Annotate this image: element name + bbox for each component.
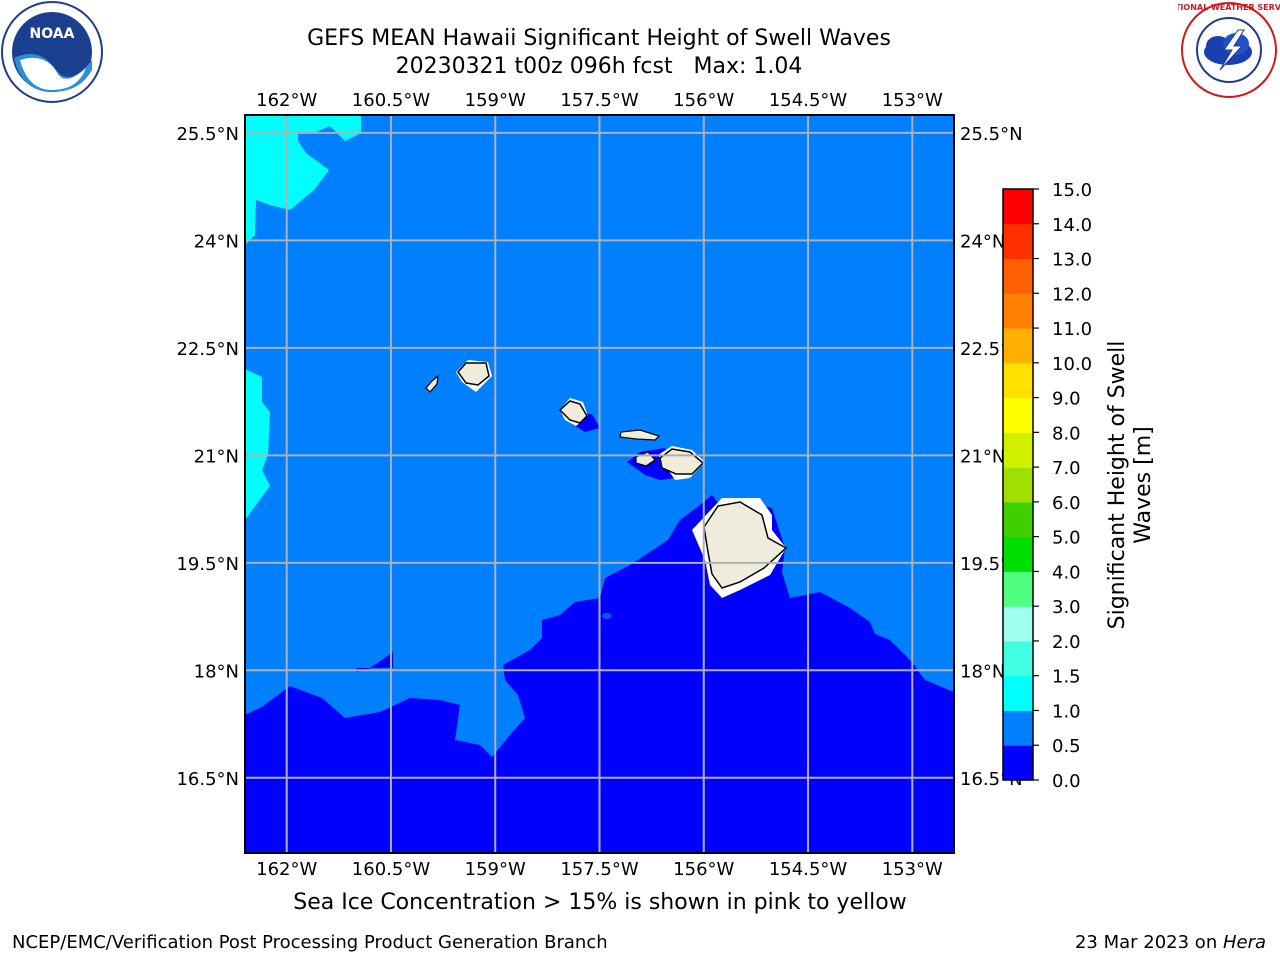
colorbar-segment	[1003, 745, 1033, 781]
colorbar-tick-label: 13.0	[1052, 250, 1092, 271]
colorbar-title-line2: Waves [m]	[1131, 426, 1156, 543]
colorbar-tick-label: 2.0	[1052, 632, 1081, 653]
colorbar-tick-label: 8.0	[1052, 423, 1081, 444]
island-molokai	[619, 429, 661, 441]
colorbar-segment	[1003, 293, 1033, 329]
footer-date-text: 23 Mar 2023 on	[1074, 932, 1223, 953]
chart-title: GEFS MEAN Hawaii Significant Height of S…	[307, 26, 891, 51]
island-kauai	[457, 362, 490, 386]
lon-tick-label-top: 153°W	[882, 90, 943, 111]
lon-tick-label-bottom: 153°W	[882, 859, 943, 880]
colorbar-tick-label: 7.0	[1052, 458, 1081, 479]
colorbar-segment	[1003, 710, 1033, 746]
colorbar-tick-label: 1.5	[1052, 667, 1081, 688]
colorbar-segment	[1003, 675, 1033, 711]
colorbar-segment	[1003, 432, 1033, 468]
colorbar-segment	[1003, 328, 1033, 364]
lon-tick-label-bottom: 156°W	[673, 859, 734, 880]
colorbar-tick-label: 1.0	[1052, 701, 1081, 722]
swell-field-1.0-1.5-north	[245, 115, 361, 245]
footer-host: Hera	[1222, 932, 1266, 953]
colorbar-tick-label: 11.0	[1052, 319, 1092, 340]
noaa-logo: NOAA	[1, 1, 103, 103]
island-niihau	[425, 374, 439, 393]
lat-tick-label-left: 18°N	[194, 661, 239, 682]
colorbar-tick-label: 0.5	[1052, 736, 1081, 757]
colorbar-tick-label: 6.0	[1052, 493, 1081, 514]
colorbar-frame	[1002, 188, 1034, 781]
colorbar-segment	[1003, 640, 1033, 677]
colorbar-segment	[1003, 189, 1033, 225]
colorbar-tick-label: 15.0	[1052, 180, 1092, 201]
colorbar-segment	[1003, 397, 1033, 433]
footer-date: 23 Mar 2023 on Hera	[1075, 932, 1266, 953]
lat-tick-label-left: 19.5°N	[176, 554, 239, 575]
chart-subtitle: 20230321 t00z 096h fcst Max: 1.04	[395, 54, 803, 79]
map-frame	[244, 114, 955, 854]
colorbar-tick-label: 9.0	[1052, 389, 1081, 410]
sea-ice-note: Sea Ice Concentration > 15% is shown in …	[293, 890, 907, 915]
colorbar-tick-labels: 0.0 0.5 1.0 1.5 2.0 3.0 4.0 5.0 6.0 7.0 8.0 9.0 10.0…	[1033, 180, 1092, 792]
lat-tick-label-left: 21°N	[194, 446, 239, 467]
lon-tick-label-top: 157.5°W	[560, 90, 639, 111]
graticule	[245, 115, 954, 853]
colorbar-tick-label: 14.0	[1052, 215, 1092, 236]
lat-tick-label-right: 18°N	[960, 661, 1005, 682]
colorbar-segment	[1003, 571, 1033, 607]
colorbar-tick-label: 4.0	[1052, 562, 1081, 583]
colorbar-tick-label: 10.0	[1052, 354, 1092, 375]
colorbar	[1003, 189, 1033, 781]
nws-logo-text: NATIONAL WEATHER SERVICE	[1178, 3, 1280, 12]
island-hawaii-big-island	[703, 501, 788, 589]
colorbar-segment	[1003, 536, 1033, 572]
lon-tick-label-bottom: 159°W	[465, 859, 526, 880]
lon-tick-label-top: 159°W	[465, 90, 526, 111]
lat-tick-label-left: 22.5°N	[176, 339, 239, 360]
lat-tick-label-left: 16.5°N	[176, 769, 239, 790]
colorbar-tick-label: 0.0	[1052, 771, 1081, 792]
noaa-logo-text: NOAA	[30, 26, 75, 42]
lon-tick-label-bottom: 160.5°W	[352, 859, 431, 880]
national-weather-service-logo: NATIONAL WEATHER SERVICE	[1178, 2, 1280, 98]
colorbar-tick-label: 12.0	[1052, 284, 1092, 305]
colorbar-segment	[1003, 362, 1033, 399]
colorbar-segment	[1003, 501, 1033, 538]
colorbar-segment	[1003, 606, 1033, 642]
lon-tick-label-top: 160.5°W	[352, 90, 431, 111]
lon-tick-label-top: 162°W	[256, 90, 317, 111]
colorbar-segment	[1003, 258, 1033, 294]
lon-tick-label-bottom: 154.5°W	[769, 859, 848, 880]
footer-credit: NCEP/EMC/Verification Post Processing Pr…	[12, 932, 608, 953]
island-oahu	[558, 400, 588, 424]
colorbar-tick-label: 5.0	[1052, 528, 1081, 549]
colorbar-segment	[1003, 467, 1033, 503]
colorbar-segment	[1003, 223, 1033, 260]
colorbar-title-line1: Significant Height of Swell	[1105, 341, 1130, 630]
lat-tick-label-right: 21°N	[960, 446, 1005, 467]
swell-field-1.0-1.5-west	[245, 369, 270, 520]
lat-tick-label-left: 24°N	[194, 231, 239, 252]
lon-tick-label-top: 156°W	[673, 90, 734, 111]
lon-tick-label-bottom: 162°W	[256, 859, 317, 880]
colorbar-tick-label: 3.0	[1052, 597, 1081, 618]
lon-tick-label-bottom: 157.5°W	[560, 859, 639, 880]
lat-tick-label-right: 25.5°N	[960, 124, 1023, 145]
lat-tick-label-right: 24°N	[960, 231, 1005, 252]
lon-tick-label-top: 154.5°W	[769, 90, 848, 111]
lat-tick-label-left: 25.5°N	[176, 124, 239, 145]
